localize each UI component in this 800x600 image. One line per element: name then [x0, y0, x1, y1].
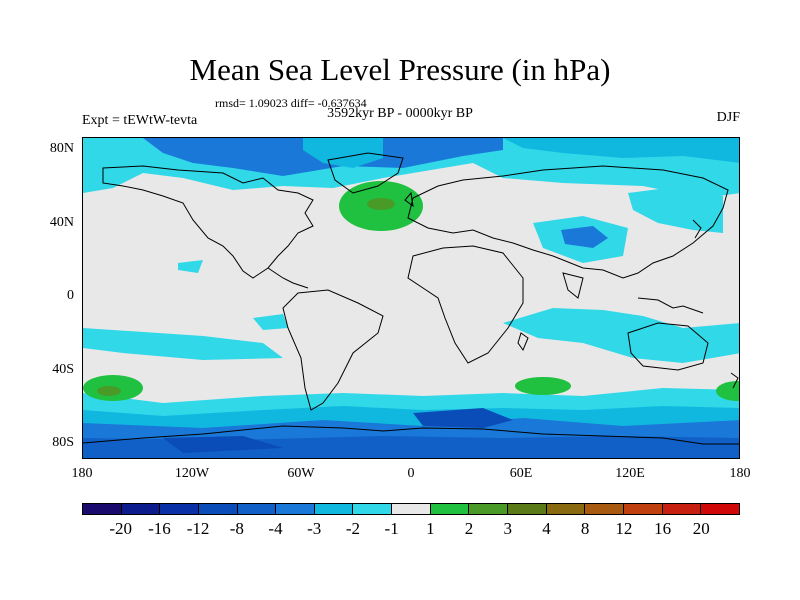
- lat-label-40s: 40S: [52, 362, 74, 377]
- antarctica-coast: [83, 425, 739, 445]
- lon-label-180w: 180: [71, 466, 93, 481]
- colorbar-segment: [276, 504, 315, 514]
- south-pacific-cyan: [83, 328, 283, 360]
- siberia-cyan: [503, 138, 739, 163]
- indonesia-coast: [637, 297, 704, 314]
- lon-label-120w: 120W: [174, 466, 210, 481]
- season-label: DJF: [716, 110, 740, 125]
- stats-text: rmsd= 1.09023 diff= -0.637634: [215, 96, 367, 110]
- pacific-cyan: [178, 260, 203, 273]
- colorbar-tick-label: -12: [186, 519, 210, 538]
- colorbar-tick-label: 3: [503, 519, 513, 538]
- colorbar-segment: [585, 504, 624, 514]
- eurasia-coast: [407, 165, 729, 279]
- colorbar-tick-label: -4: [268, 519, 283, 538]
- colorbar-tick-label: 2: [464, 519, 474, 538]
- colorbar-tick-label: -1: [384, 519, 399, 538]
- new-zealand-coast: [730, 372, 739, 389]
- north-america-coast: [102, 165, 314, 279]
- colorbar-segment: [469, 504, 509, 514]
- colorbar-tick-label: 12: [615, 519, 633, 538]
- colorbar-segment: [508, 504, 547, 514]
- colorbar-segment: [121, 504, 161, 514]
- lat-label-80s: 80S: [52, 435, 74, 450]
- antarctic-core: [413, 408, 513, 428]
- colorbar-segment: [198, 504, 238, 514]
- south-pacific-high-core: [97, 386, 121, 396]
- south-america-coast: [282, 289, 384, 411]
- colorbar-tick-label: -3: [307, 519, 322, 538]
- south-indian-high: [515, 377, 571, 395]
- lat-label-40n: 40N: [49, 215, 74, 230]
- africa-coast: [407, 245, 524, 364]
- colorbar-tick-label: -20: [109, 519, 133, 538]
- colorbar-segment: [392, 504, 431, 514]
- colorbar-segment: [546, 504, 586, 514]
- greenland-coast: [327, 152, 404, 194]
- colorbar-segment: [83, 504, 122, 514]
- lon-label-60w: 60W: [287, 466, 315, 481]
- map-panel: [82, 137, 740, 459]
- colorbar-tick-label: 8: [580, 519, 590, 538]
- lon-label-60e: 60E: [509, 466, 533, 481]
- colorbar-tick-label: -8: [229, 519, 244, 538]
- antarctic-core-west: [163, 436, 283, 453]
- colorbar: [82, 503, 740, 515]
- lon-label-0: 0: [407, 466, 415, 481]
- colorbar-segment: [623, 504, 663, 514]
- colorbar-segment: [353, 504, 393, 514]
- map-title: Mean Sea Level Pressure (in hPa): [189, 52, 611, 87]
- central-asia-low: [561, 226, 608, 248]
- colorbar-segment: [430, 504, 470, 514]
- colorbar-segment: [160, 504, 199, 514]
- australia-coast: [627, 322, 709, 371]
- east-pacific-cyan: [253, 314, 288, 330]
- south-far-high: [716, 381, 739, 401]
- colorbar-tick-label: 20: [692, 519, 710, 538]
- colorbar-tick-label: 1: [426, 519, 435, 538]
- atlantic-high-core: [367, 198, 395, 210]
- pressure-map: [83, 138, 739, 458]
- lat-label-eq: 0: [67, 288, 74, 303]
- colorbar-tick-label: 16: [654, 519, 672, 538]
- lat-label-80n: 80N: [49, 141, 74, 156]
- colorbar-segment: [662, 504, 702, 514]
- experiment-label: Expt = tEWtW-tevta: [82, 113, 198, 128]
- colorbar-segment: [237, 504, 277, 514]
- colorbar-tick-label: -16: [148, 519, 171, 538]
- madagascar-coast: [517, 332, 529, 352]
- colorbar-segment: [314, 504, 354, 514]
- colorbar-tick-label: -2: [345, 519, 361, 538]
- coastlines: [83, 152, 739, 445]
- colorbar-tick-label: 4: [542, 519, 551, 538]
- period-text: 3592kyr BP - 0000kyr BP: [327, 106, 473, 121]
- colorbar-segment: [701, 504, 739, 514]
- indian-ocean-cyan: [503, 308, 739, 363]
- central-america-coast: [267, 267, 309, 289]
- japan-coast: [692, 219, 702, 239]
- lon-label-180e: 180: [729, 466, 751, 481]
- greenland-cyan: [303, 138, 383, 168]
- india-coast: [562, 272, 584, 299]
- uk-coast: [404, 191, 414, 208]
- asia-cyan: [628, 186, 723, 233]
- lon-label-120e: 120E: [615, 466, 645, 481]
